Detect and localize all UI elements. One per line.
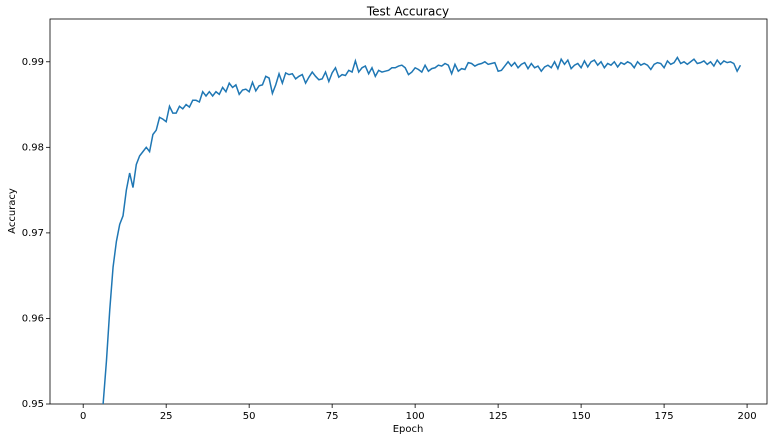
y-tick-label: 0.95	[22, 399, 44, 410]
data-line	[102, 56, 742, 404]
plot-frame	[49, 18, 768, 405]
y-tick-label: 0.98	[22, 142, 44, 153]
x-tick-label: 50	[243, 411, 256, 422]
x-tick-label: 200	[738, 411, 757, 422]
x-axis-label: Epoch	[393, 424, 424, 435]
x-tick-label: 0	[80, 411, 86, 422]
x-tick-label: 150	[572, 411, 591, 422]
x-tick-label: 25	[160, 411, 173, 422]
y-axis-label: Accuracy	[7, 188, 18, 234]
y-tick-label: 0.96	[22, 313, 44, 324]
x-tick-label: 175	[655, 411, 674, 422]
x-tick-label: 100	[406, 411, 425, 422]
x-tick-label: 75	[326, 411, 339, 422]
y-tick-label: 0.99	[22, 57, 44, 68]
y-tick-label: 0.97	[22, 228, 44, 239]
x-tick-label: 125	[489, 411, 508, 422]
chart-title: Test Accuracy	[366, 5, 449, 19]
